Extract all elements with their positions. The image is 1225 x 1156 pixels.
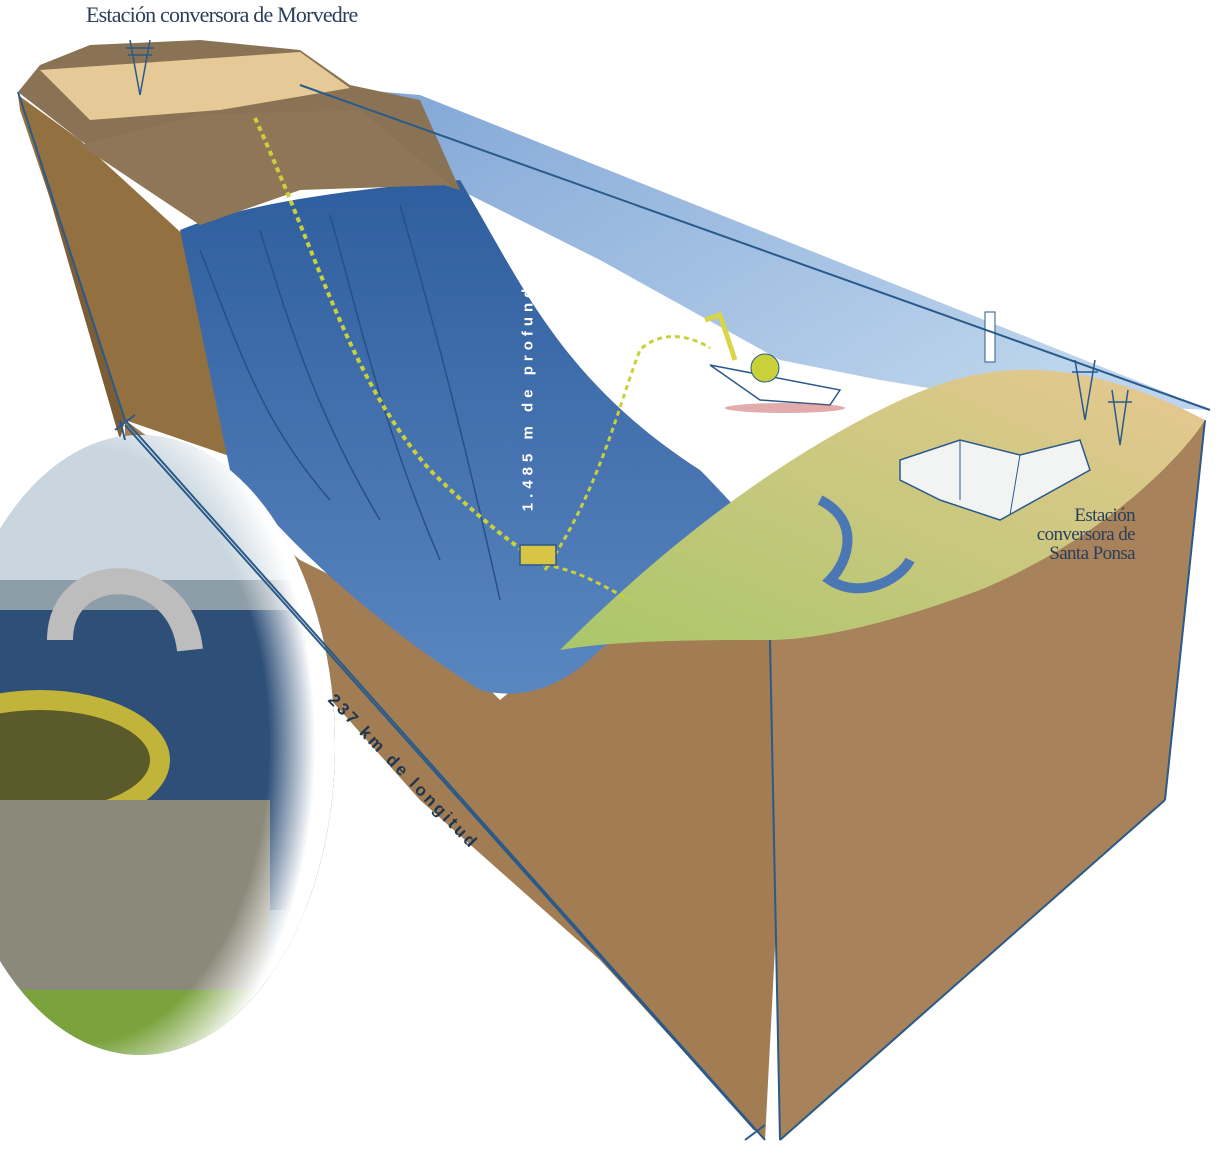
coast-santa-ponsa (560, 369, 1205, 650)
station-santa-ponsa-buildings (899, 439, 1091, 521)
seabed-slope (180, 180, 800, 694)
station-label-line: conversora de (1036, 524, 1136, 545)
station-label-line: Estación (1074, 505, 1135, 526)
lighthouse-icon (984, 311, 996, 363)
station-label-morvedre: Estación conversora de Morvedre (86, 2, 358, 27)
plateau-morvedre (18, 40, 460, 225)
depth-label: 1.485 m de profundidad (519, 232, 537, 512)
cable-ship (704, 311, 845, 413)
cable-route (253, 117, 711, 602)
block-outline (17, 84, 1211, 1141)
station-label-santa-ponsa: Estación conversora de Santa Ponsa (1036, 505, 1136, 564)
station-label-line: Santa Ponsa (1049, 543, 1135, 564)
pylon-icon (126, 39, 1132, 446)
length-dimension-line (114, 414, 766, 1141)
photo-vignette (0, 435, 335, 1055)
trencher-vehicle (519, 544, 557, 566)
block-left-face (18, 95, 270, 470)
